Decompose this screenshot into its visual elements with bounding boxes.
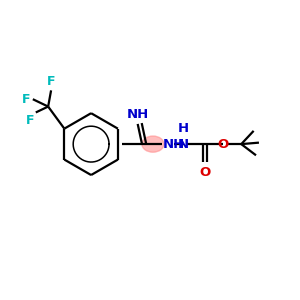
- Text: F: F: [47, 75, 55, 88]
- Text: N: N: [178, 138, 189, 151]
- Text: H: H: [178, 122, 189, 135]
- Text: NH: NH: [127, 108, 149, 121]
- Text: O: O: [218, 138, 229, 151]
- Text: NH: NH: [163, 138, 185, 151]
- Text: F: F: [22, 93, 31, 106]
- Text: O: O: [199, 166, 210, 179]
- Ellipse shape: [142, 136, 164, 152]
- Text: F: F: [26, 114, 34, 127]
